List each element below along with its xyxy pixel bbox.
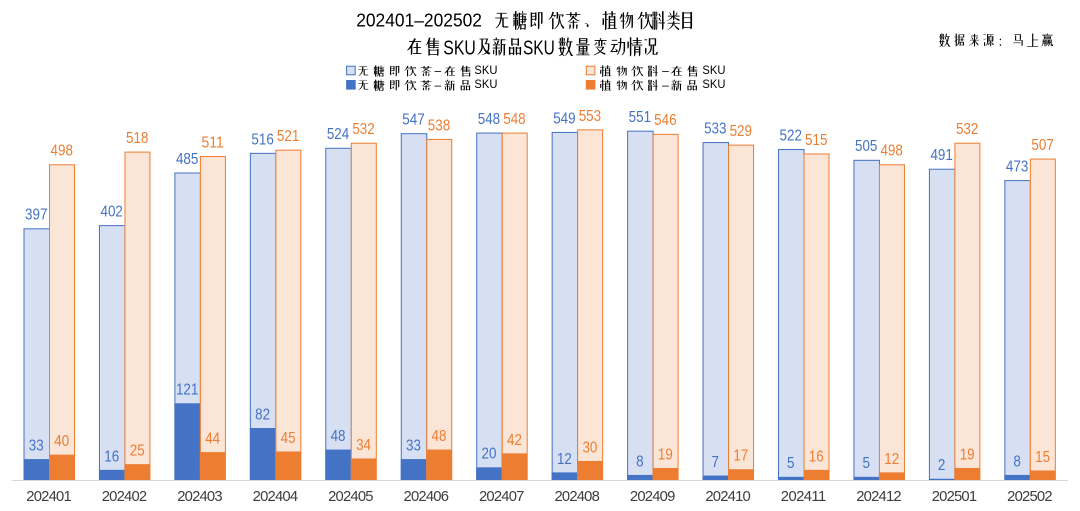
svg-text:–: – xyxy=(434,78,441,92)
svg-text:202402: 202402 xyxy=(102,489,147,505)
svg-text:511: 511 xyxy=(201,134,224,151)
svg-text:485: 485 xyxy=(176,151,199,168)
svg-text:202403: 202403 xyxy=(177,489,222,505)
svg-text:8: 8 xyxy=(1013,453,1021,470)
svg-text:202412: 202412 xyxy=(856,489,901,505)
svg-text:548: 548 xyxy=(503,111,526,128)
svg-text:516: 516 xyxy=(251,131,274,148)
svg-text:202411: 202411 xyxy=(781,489,826,505)
svg-text:121: 121 xyxy=(176,382,199,399)
svg-text:40: 40 xyxy=(54,433,69,450)
svg-text:507: 507 xyxy=(1031,137,1053,154)
svg-text:202501: 202501 xyxy=(932,489,977,505)
svg-text:25: 25 xyxy=(130,443,145,460)
svg-text:–: – xyxy=(434,64,441,78)
svg-text:8: 8 xyxy=(636,453,644,470)
svg-text:202408: 202408 xyxy=(554,489,599,505)
svg-text:12: 12 xyxy=(884,451,899,468)
svg-text:498: 498 xyxy=(881,143,904,160)
svg-text:15: 15 xyxy=(1035,449,1050,466)
svg-text:518: 518 xyxy=(126,130,149,147)
svg-text:–: – xyxy=(662,78,669,92)
svg-text:SKU: SKU xyxy=(474,77,497,91)
svg-text:17: 17 xyxy=(733,448,748,465)
svg-text:82: 82 xyxy=(255,406,270,423)
svg-text:553: 553 xyxy=(579,108,602,125)
svg-text:48: 48 xyxy=(432,428,447,445)
svg-text:33: 33 xyxy=(29,437,44,454)
svg-text:533: 533 xyxy=(704,120,727,137)
svg-text:–: – xyxy=(662,64,669,78)
svg-text:549: 549 xyxy=(553,110,576,127)
svg-text:547: 547 xyxy=(402,112,424,129)
svg-text:546: 546 xyxy=(654,112,677,129)
svg-text:524: 524 xyxy=(327,126,350,143)
svg-text:202405: 202405 xyxy=(328,489,373,505)
svg-text:48: 48 xyxy=(331,428,346,445)
svg-text:202406: 202406 xyxy=(404,489,449,505)
svg-text:SKU: SKU xyxy=(702,63,725,77)
svg-text:521: 521 xyxy=(277,128,300,145)
svg-text:7: 7 xyxy=(712,454,720,471)
svg-text:42: 42 xyxy=(507,432,522,449)
svg-text:45: 45 xyxy=(281,430,296,447)
svg-text:202401: 202401 xyxy=(26,489,71,505)
svg-text:SKU: SKU xyxy=(702,77,725,91)
svg-text:397: 397 xyxy=(25,207,47,224)
svg-text:30: 30 xyxy=(582,439,597,456)
svg-text:505: 505 xyxy=(855,138,878,155)
svg-text:34: 34 xyxy=(356,437,371,454)
svg-text:19: 19 xyxy=(960,446,975,463)
svg-text:2: 2 xyxy=(938,457,946,474)
svg-text:522: 522 xyxy=(780,127,802,144)
svg-text:202404: 202404 xyxy=(253,489,298,505)
svg-text:532: 532 xyxy=(352,121,374,138)
svg-text:551: 551 xyxy=(629,109,652,126)
svg-text:202401–202502: 202401–202502 xyxy=(356,10,482,31)
svg-text:12: 12 xyxy=(557,451,572,468)
svg-text:20: 20 xyxy=(482,446,497,463)
svg-text:515: 515 xyxy=(805,132,828,149)
svg-text:SKU: SKU xyxy=(474,63,497,77)
svg-text:202502: 202502 xyxy=(1007,489,1052,505)
svg-text:473: 473 xyxy=(1006,159,1029,176)
svg-text:538: 538 xyxy=(428,117,451,134)
svg-text:19: 19 xyxy=(658,446,673,463)
svg-text:202410: 202410 xyxy=(705,489,750,505)
svg-text:548: 548 xyxy=(478,111,501,128)
svg-text:529: 529 xyxy=(730,123,753,140)
svg-text:SKU: SKU xyxy=(523,37,555,60)
svg-text:33: 33 xyxy=(406,437,421,454)
svg-text:402: 402 xyxy=(101,204,123,221)
svg-text:44: 44 xyxy=(205,431,220,448)
svg-text:16: 16 xyxy=(104,448,119,465)
svg-text:5: 5 xyxy=(862,455,870,472)
svg-text:532: 532 xyxy=(956,121,978,138)
svg-text:202407: 202407 xyxy=(479,489,524,505)
svg-text:16: 16 xyxy=(809,448,824,465)
svg-text:491: 491 xyxy=(930,147,953,164)
svg-text:5: 5 xyxy=(787,455,795,472)
svg-text:498: 498 xyxy=(51,143,74,160)
svg-text:202409: 202409 xyxy=(630,489,675,505)
svg-text:SKU: SKU xyxy=(443,37,476,60)
